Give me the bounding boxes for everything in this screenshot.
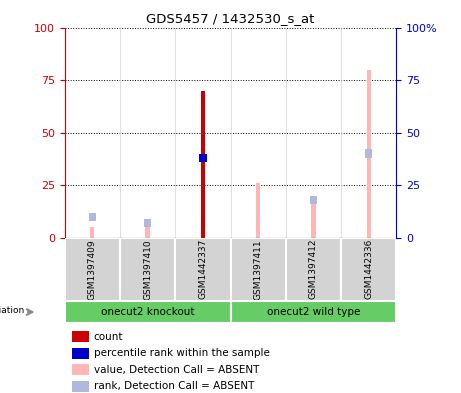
Bar (72, 331, 89, 342)
Text: GSM1397410: GSM1397410 (143, 239, 152, 299)
Bar (72, 364, 89, 375)
Bar (341, 238, 396, 301)
Text: GSM1397412: GSM1397412 (309, 239, 318, 299)
Bar (230, 301, 396, 323)
Text: onecut2 wild type: onecut2 wild type (267, 307, 360, 317)
Bar (120, 238, 175, 301)
Bar (65, 301, 230, 323)
Bar (366, 70, 371, 238)
Bar (365, 149, 372, 158)
Bar (256, 183, 260, 238)
Title: GDS5457 / 1432530_s_at: GDS5457 / 1432530_s_at (146, 12, 315, 25)
Bar (145, 225, 150, 238)
Bar (199, 154, 207, 162)
Bar (72, 348, 89, 358)
Text: GSM1442336: GSM1442336 (364, 239, 373, 299)
Bar (72, 380, 89, 391)
Bar (230, 238, 286, 301)
Bar (90, 227, 95, 238)
Bar (201, 90, 205, 238)
Bar (89, 213, 96, 221)
Text: count: count (94, 332, 123, 342)
Bar (65, 238, 120, 301)
Text: percentile rank within the sample: percentile rank within the sample (94, 348, 270, 358)
Bar (286, 238, 341, 301)
Bar (310, 196, 317, 204)
Text: GSM1397409: GSM1397409 (88, 239, 97, 299)
Text: value, Detection Call = ABSENT: value, Detection Call = ABSENT (94, 365, 259, 375)
Text: genotype/variation: genotype/variation (0, 306, 24, 315)
Text: onecut2 knockout: onecut2 knockout (101, 307, 194, 317)
Text: rank, Detection Call = ABSENT: rank, Detection Call = ABSENT (94, 381, 254, 391)
Text: GSM1442337: GSM1442337 (198, 239, 207, 299)
Text: GSM1397411: GSM1397411 (254, 239, 263, 299)
Bar (144, 219, 151, 227)
Bar (175, 238, 230, 301)
Bar (311, 202, 316, 238)
